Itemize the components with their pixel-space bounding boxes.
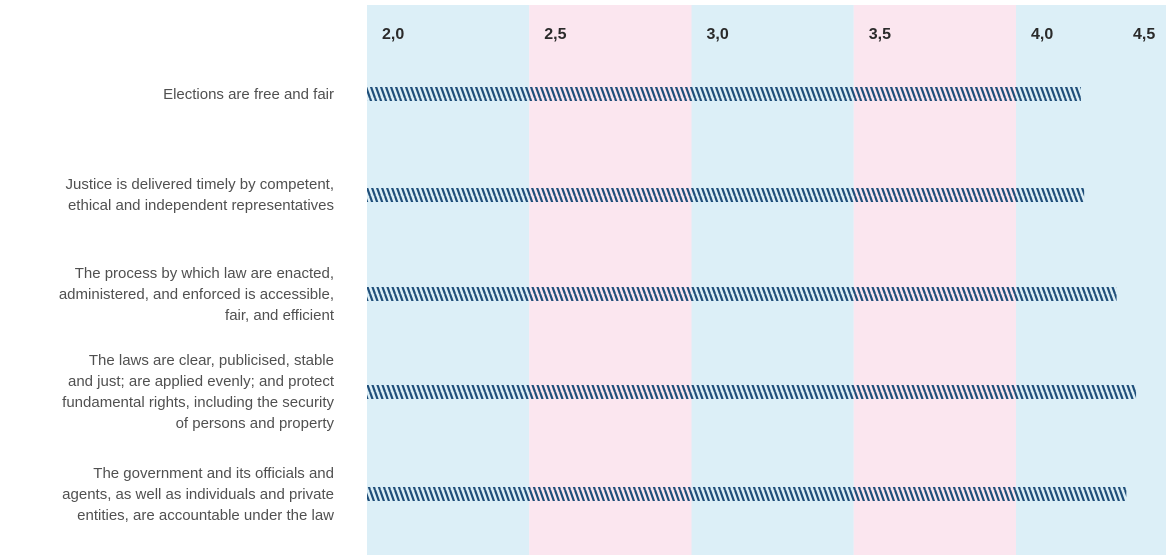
category-label-line: fundamental rights, including the securi… [62, 394, 334, 411]
category-label: Justice is delivered timely by competent… [66, 174, 334, 216]
category-label-line: entities, are accountable under the law [77, 506, 334, 524]
bar [367, 487, 1127, 501]
tick-label: 2,5 [544, 26, 566, 43]
category-label-line: agents, as well as individuals and priva… [62, 485, 334, 503]
category-label: The government and its officials and agen… [62, 463, 334, 526]
category-label: Elections are free and fair [163, 84, 334, 105]
category-label-line: Elections are free and fair [163, 85, 334, 103]
bar [367, 385, 1137, 399]
bars [367, 87, 1137, 501]
bar [367, 87, 1081, 101]
category-label: The laws are clear, publicised, stable an… [62, 350, 334, 434]
tick-label: 3,5 [869, 26, 891, 43]
category-label-line: ethical and independent representatives [67, 197, 334, 214]
category-label-line: The laws are clear, publicised, stable [88, 352, 334, 369]
x-axis-ticks: 2,0 2,5 3,0 3,5 4,0 4,5 [382, 26, 1155, 43]
category-label: The process by which law are enacted, adm… [59, 263, 334, 326]
category-label-line: of persons and property [175, 415, 334, 432]
tick-label: 4,0 [1031, 26, 1053, 43]
category-label-line: Justice is delivered timely by competent… [65, 176, 334, 193]
bar [367, 188, 1085, 202]
tick-label: 2,0 [382, 26, 404, 43]
tick-label: 4,5 [1133, 26, 1155, 43]
category-label-line: The process by which law are enacted, [74, 264, 334, 282]
tick-label: 3,0 [707, 26, 729, 43]
bar [367, 287, 1117, 301]
category-label-line: The government and its officials and [93, 464, 334, 482]
category-label-line: administered, and enforced is accessible… [58, 285, 334, 303]
category-label-line: and just; are applied evenly; and protec… [67, 373, 334, 390]
category-label-line: fair, and efficient [225, 306, 334, 324]
